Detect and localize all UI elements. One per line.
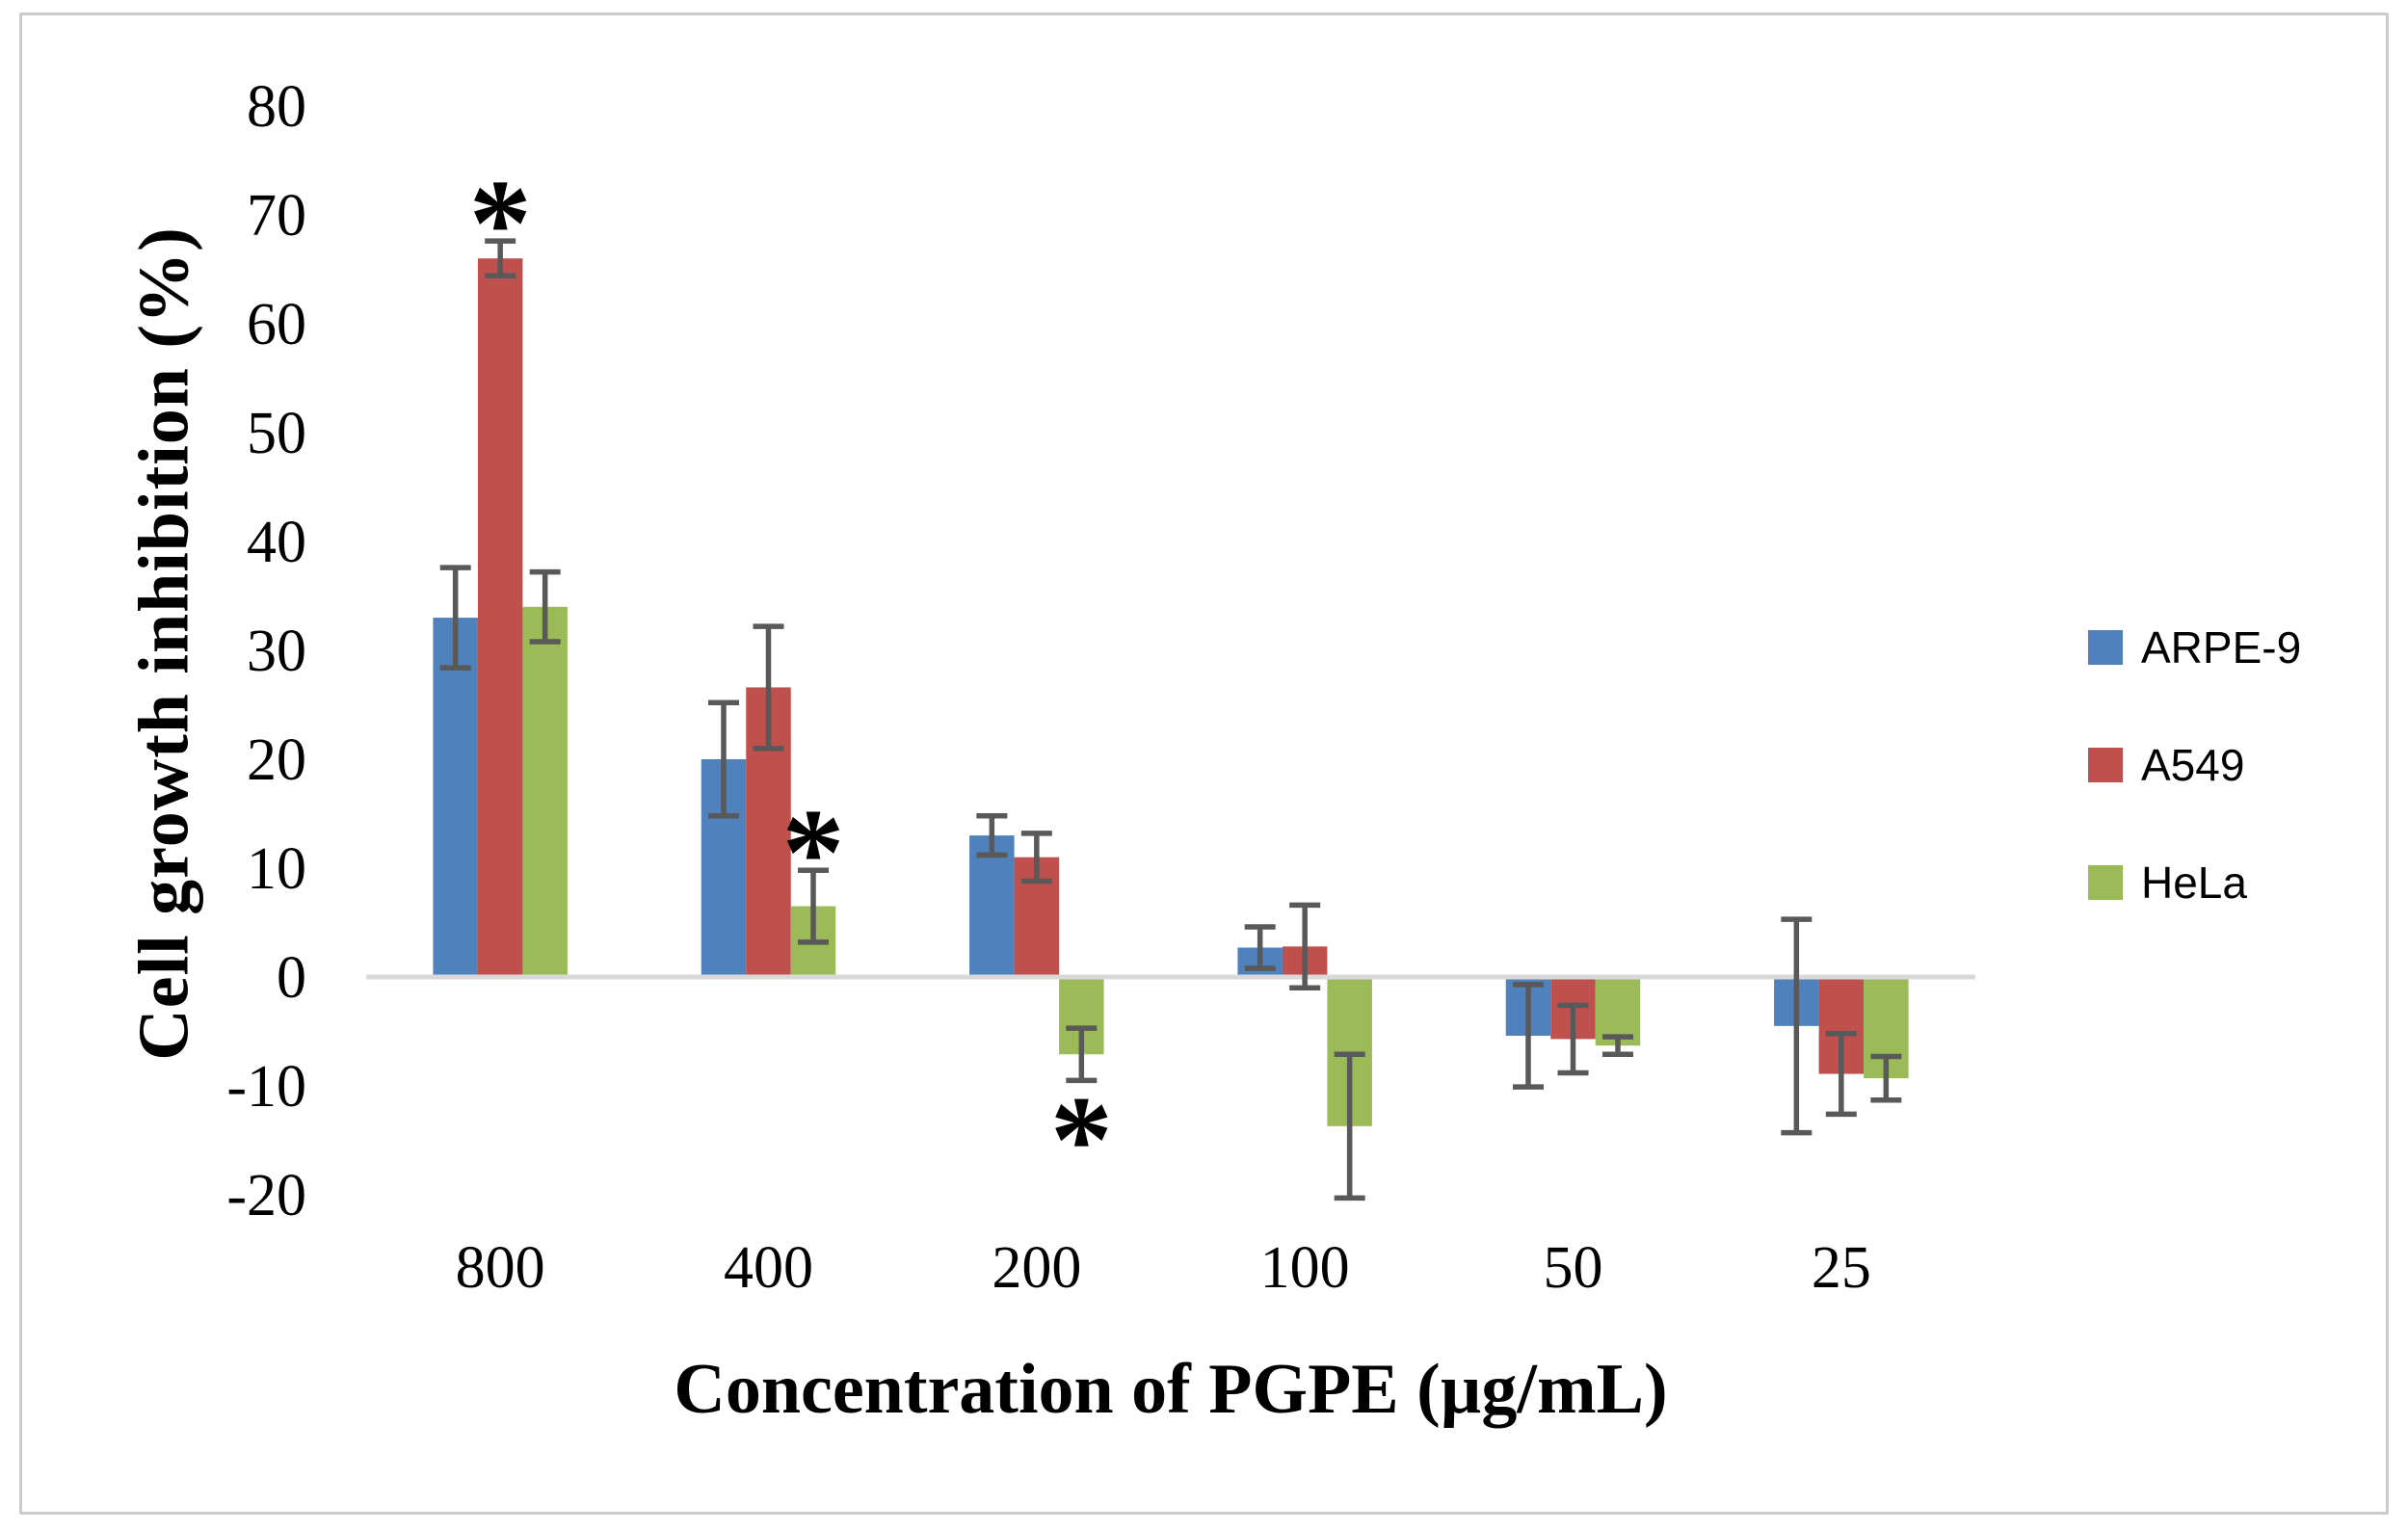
error-bar-ARPE-9-200 bbox=[976, 813, 1008, 858]
x-category-400: 400 bbox=[724, 1235, 813, 1301]
significance-marker-A549-800: * bbox=[469, 154, 532, 293]
error-bar-A549-50 bbox=[1557, 1002, 1589, 1076]
y-tick-0: 0 bbox=[277, 945, 306, 1011]
error-bar-HeLa-25 bbox=[1870, 1053, 1902, 1103]
legend-item-a549: A549 bbox=[2088, 740, 2301, 790]
legend-label-a549: A549 bbox=[2141, 740, 2245, 790]
x-axis-title: Concentration of PGPE (µg/mL) bbox=[674, 1350, 1668, 1429]
bar-HeLa-50 bbox=[1595, 977, 1641, 1046]
x-category-800: 800 bbox=[456, 1235, 545, 1301]
legend: ARPE-9 A549 HeLa bbox=[2088, 622, 2302, 976]
x-category-50: 50 bbox=[1544, 1235, 1603, 1301]
bar-HeLa-800 bbox=[522, 606, 568, 977]
legend-swatch-arpe9 bbox=[2088, 630, 2123, 665]
x-category-100: 100 bbox=[1260, 1235, 1350, 1301]
y-tick-30: 30 bbox=[247, 619, 306, 684]
y-tick--20: -20 bbox=[226, 1163, 306, 1228]
error-bar-HeLa-200 bbox=[1066, 1025, 1098, 1084]
x-category-25: 25 bbox=[1812, 1235, 1871, 1301]
error-bar-HeLa-800 bbox=[529, 568, 561, 645]
legend-swatch-a549 bbox=[2088, 748, 2123, 782]
error-bar-A549-100 bbox=[1289, 902, 1321, 991]
error-bar-ARPE-9-25 bbox=[1781, 916, 1813, 1136]
x-category-200: 200 bbox=[992, 1235, 1081, 1301]
error-bar-A549-400 bbox=[753, 623, 784, 752]
y-tick-10: 10 bbox=[247, 836, 306, 902]
y-tick--10: -10 bbox=[226, 1054, 306, 1120]
y-tick-20: 20 bbox=[247, 727, 306, 793]
legend-label-arpe9: ARPE-9 bbox=[2141, 622, 2302, 673]
error-bar-HeLa-100 bbox=[1334, 1051, 1365, 1201]
legend-item-hela: HeLa bbox=[2088, 858, 2301, 908]
error-bar-ARPE-9-50 bbox=[1513, 982, 1544, 1090]
error-bar-A549-200 bbox=[1020, 831, 1052, 884]
legend-item-arpe9: ARPE-9 bbox=[2088, 622, 2302, 673]
bar-ARPE-9-200 bbox=[969, 835, 1015, 977]
bar-A549-800 bbox=[477, 258, 523, 977]
significance-marker-HeLa-200: * bbox=[1050, 1070, 1113, 1209]
y-tick-60: 60 bbox=[247, 292, 306, 357]
legend-label-hela: HeLa bbox=[2141, 858, 2247, 908]
y-tick-80: 80 bbox=[247, 74, 306, 140]
bar-ARPE-9-800 bbox=[433, 618, 478, 977]
error-bar-HeLa-400 bbox=[798, 867, 829, 945]
y-axis-title: Cell growth inhibition (%) bbox=[124, 226, 204, 1061]
error-bar-A549-800 bbox=[485, 238, 516, 279]
legend-swatch-hela bbox=[2088, 865, 2123, 900]
error-bar-HeLa-50 bbox=[1602, 1034, 1633, 1057]
y-tick-70: 70 bbox=[247, 183, 306, 249]
error-bar-A549-25 bbox=[1825, 1031, 1857, 1118]
error-bar-ARPE-9-400 bbox=[708, 700, 739, 819]
error-bar-ARPE-9-100 bbox=[1244, 924, 1276, 971]
error-bar-ARPE-9-800 bbox=[439, 565, 471, 671]
significance-marker-HeLa-400: * bbox=[782, 783, 845, 922]
y-tick-40: 40 bbox=[247, 510, 306, 575]
y-tick-50: 50 bbox=[247, 401, 306, 466]
